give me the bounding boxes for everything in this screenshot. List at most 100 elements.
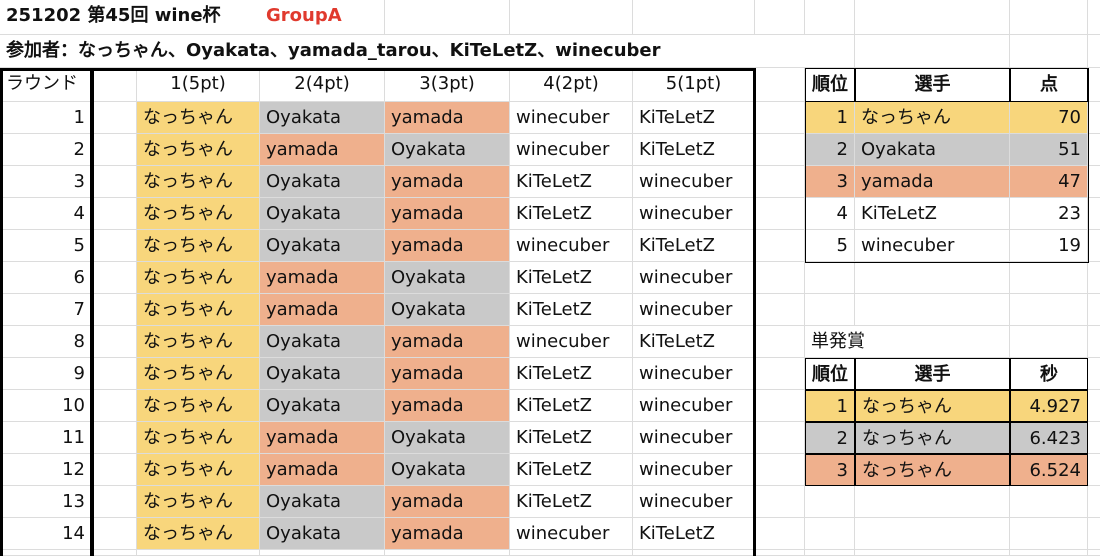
player-cell: KiTeLetZ	[510, 486, 633, 518]
rank: 2	[805, 422, 855, 454]
grid-cell	[855, 486, 1010, 518]
grid-cell	[1010, 294, 1088, 326]
round-number: 13	[0, 486, 92, 518]
player-cell: Oyakata	[260, 518, 385, 550]
player-cell: Oyakata	[385, 262, 510, 294]
player-cell: なっちゃん	[137, 134, 260, 166]
grid-cell	[1010, 35, 1088, 68]
grid-cell	[755, 198, 805, 230]
grid-cell	[92, 454, 137, 486]
group-label: GroupA	[260, 0, 385, 35]
round-number: 1	[0, 102, 92, 134]
round-number: 6	[0, 262, 92, 294]
seconds: 6.524	[1010, 454, 1088, 486]
player-cell: KiTeLetZ	[633, 326, 755, 358]
player-cell: なっちゃん	[137, 518, 260, 550]
score: 70	[1010, 102, 1088, 134]
grid-cell	[755, 326, 805, 358]
player-cell: Oyakata	[260, 102, 385, 134]
score: 23	[1010, 198, 1088, 230]
player-name: winecuber	[855, 230, 1010, 262]
grid-cell	[1010, 550, 1088, 556]
player-cell: winecuber	[633, 390, 755, 422]
grid-cell	[755, 422, 805, 454]
grid-cell	[1010, 518, 1088, 550]
player-cell: winecuber	[633, 198, 755, 230]
player-cell: なっちゃん	[137, 422, 260, 454]
grid-cell	[1088, 134, 1100, 166]
player-cell: Oyakata	[260, 230, 385, 262]
player-cell: winecuber	[510, 102, 633, 134]
player-cell: KiTeLetZ	[633, 518, 755, 550]
grid-cell	[855, 550, 1010, 556]
ranking-header: 選手	[855, 68, 1010, 102]
player-cell: yamada	[260, 262, 385, 294]
grid-cell	[137, 550, 260, 556]
player-name: yamada	[855, 166, 1010, 198]
player-cell: Oyakata	[260, 486, 385, 518]
grid-cell	[805, 0, 855, 35]
rank: 1	[805, 102, 855, 134]
grid-cell	[1088, 454, 1100, 486]
player-cell: KiTeLetZ	[510, 294, 633, 326]
score: 47	[1010, 166, 1088, 198]
player-cell: KiTeLetZ	[510, 454, 633, 486]
grid-cell	[755, 102, 805, 134]
player-cell: yamada	[260, 134, 385, 166]
grid-cell	[1010, 326, 1088, 358]
grid-cell	[92, 262, 137, 294]
single-shot-header: 順位	[805, 358, 855, 390]
grid-cell	[755, 550, 805, 556]
player-cell: Oyakata	[385, 454, 510, 486]
column-header: 2(4pt)	[260, 68, 385, 102]
player-cell: winecuber	[510, 518, 633, 550]
grid-cell	[755, 262, 805, 294]
grid-cell	[1010, 0, 1088, 35]
round-number: 4	[0, 198, 92, 230]
grid-cell	[92, 518, 137, 550]
round-number: 3	[0, 166, 92, 198]
player-cell: winecuber	[633, 422, 755, 454]
grid-cell	[1088, 550, 1100, 556]
player-cell: なっちゃん	[137, 262, 260, 294]
round-number: 9	[0, 358, 92, 390]
round-number: 10	[0, 390, 92, 422]
player-cell: winecuber	[633, 454, 755, 486]
grid-cell	[92, 294, 137, 326]
ranking-header: 点	[1010, 68, 1088, 102]
player-cell: winecuber	[633, 486, 755, 518]
player-cell: KiTeLetZ	[510, 390, 633, 422]
grid-cell	[855, 262, 1010, 294]
grid-cell	[1088, 294, 1100, 326]
rank: 5	[805, 230, 855, 262]
player-cell: KiTeLetZ	[633, 134, 755, 166]
grid-cell	[805, 550, 855, 556]
player-cell: winecuber	[510, 326, 633, 358]
grid-cell	[633, 550, 755, 556]
grid-cell	[855, 518, 1010, 550]
grid-cell	[755, 0, 805, 35]
grid-cell	[92, 390, 137, 422]
player-cell: KiTeLetZ	[510, 166, 633, 198]
grid-cell	[1088, 262, 1100, 294]
player-cell: Oyakata	[385, 422, 510, 454]
player-cell: Oyakata	[385, 134, 510, 166]
player-cell: なっちゃん	[137, 166, 260, 198]
grid-cell	[92, 486, 137, 518]
player-cell: なっちゃん	[137, 198, 260, 230]
player-cell: yamada	[260, 454, 385, 486]
player-cell: winecuber	[633, 262, 755, 294]
round-number: 14	[0, 518, 92, 550]
grid-cell	[1088, 166, 1100, 198]
grid-cell	[510, 0, 633, 35]
player-cell: なっちゃん	[137, 454, 260, 486]
player-cell: KiTeLetZ	[510, 198, 633, 230]
grid-cell	[0, 550, 92, 556]
rank: 1	[805, 390, 855, 422]
grid-cell	[755, 68, 805, 102]
grid-cell	[1088, 518, 1100, 550]
player-cell: なっちゃん	[137, 326, 260, 358]
rank: 3	[805, 454, 855, 486]
player-cell: yamada	[385, 230, 510, 262]
